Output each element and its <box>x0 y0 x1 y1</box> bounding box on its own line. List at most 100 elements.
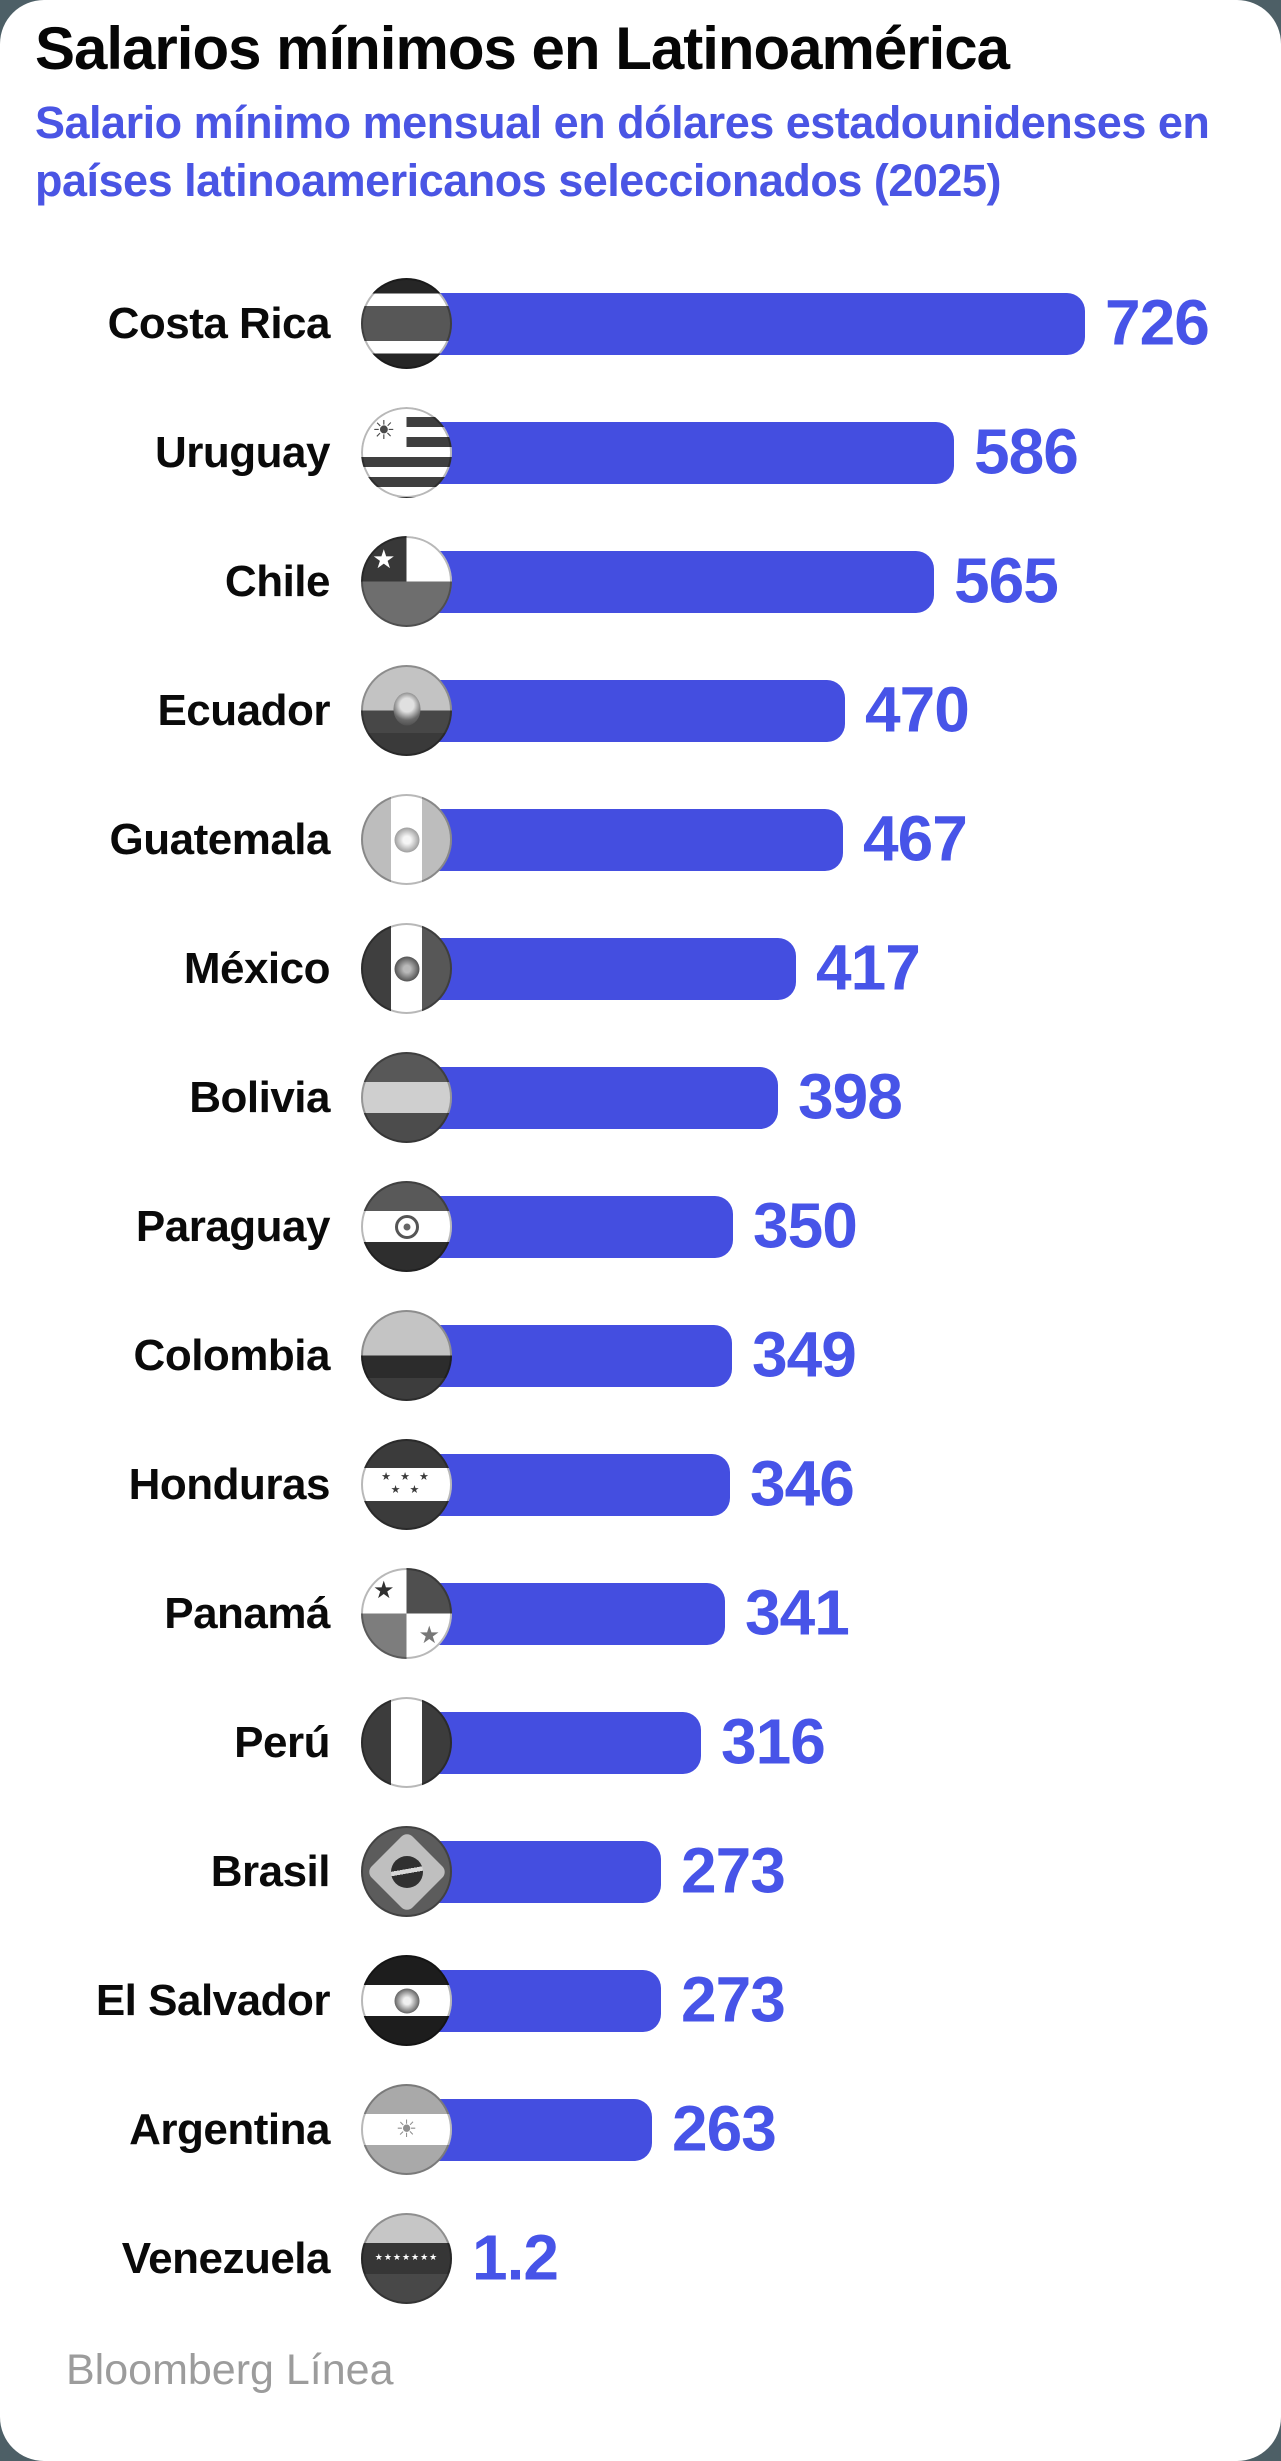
chart-row: Paraguay 350 <box>0 1181 1281 1272</box>
flag-icon-uruguay <box>361 407 452 498</box>
flag-icon-venezuela <box>361 2213 452 2304</box>
flag-icon-argentina <box>361 2084 452 2175</box>
value-label: 1.2 <box>472 2221 559 2294</box>
bar-track: 346 <box>406 1447 1281 1519</box>
flag-icon-brasil <box>361 1826 452 1917</box>
value-label: 350 <box>753 1189 858 1262</box>
value-bar-panama <box>406 1582 725 1645</box>
value-bar-ecuador <box>406 679 845 742</box>
flag-icon-ecuador <box>361 665 452 756</box>
chart-row: Brasil 273 <box>0 1826 1281 1917</box>
value-bar-uruguay <box>406 421 954 484</box>
flag-icon-bolivia <box>361 1052 452 1143</box>
chart-row: Honduras 346 <box>0 1439 1281 1530</box>
chart-row: Chile 565 <box>0 536 1281 627</box>
country-label: Costa Rica <box>107 298 331 348</box>
value-label: 470 <box>865 673 970 746</box>
chart-row: Ecuador 470 <box>0 665 1281 756</box>
flag-icon-paraguay <box>361 1181 452 1272</box>
value-label: 346 <box>750 1447 855 1520</box>
bar-track: 565 <box>406 544 1281 616</box>
value-bar-chile <box>406 550 934 613</box>
flag-icon-costa-rica <box>361 278 452 369</box>
bar-track: 341 <box>406 1576 1281 1648</box>
value-bar-mexico <box>406 937 796 1000</box>
chart-row: Guatemala 467 <box>0 794 1281 885</box>
bar-track: 349 <box>406 1318 1281 1390</box>
country-label: Chile <box>224 556 331 606</box>
country-label: Paraguay <box>135 1201 331 1251</box>
bar-track: 1.2 <box>406 2221 1281 2293</box>
value-label: 398 <box>798 1060 903 1133</box>
value-bar-bolivia <box>406 1066 778 1129</box>
bar-track: 398 <box>406 1060 1281 1132</box>
country-label: Perú <box>234 1717 330 1767</box>
chart-row: Costa Rica 726 <box>0 278 1281 369</box>
chart-row: Argentina 263 <box>0 2084 1281 2175</box>
value-bar-honduras <box>406 1453 730 1516</box>
value-label: 726 <box>1105 286 1210 359</box>
chart-subtitle: Salario mínimo mensual en dólares estado… <box>35 94 1210 210</box>
chart-row: El Salvador 273 <box>0 1955 1281 2046</box>
value-label: 273 <box>681 1963 786 2036</box>
country-label: Uruguay <box>155 427 330 477</box>
chart-row: Colombia 349 <box>0 1310 1281 1401</box>
value-bar-costa-rica <box>406 292 1085 355</box>
country-label: México <box>183 943 331 993</box>
bar-track: 586 <box>406 415 1281 487</box>
bar-track: 417 <box>406 931 1281 1003</box>
flag-icon-mexico <box>361 923 452 1014</box>
value-label: 565 <box>954 544 1059 617</box>
chart-row: México 417 <box>0 923 1281 1014</box>
country-label: Guatemala <box>109 814 331 864</box>
value-label: 263 <box>672 2092 777 2165</box>
bar-track: 467 <box>406 802 1281 874</box>
bar-track: 273 <box>406 1834 1281 1906</box>
value-label: 273 <box>681 1834 786 1907</box>
value-bar-colombia <box>406 1324 732 1387</box>
value-label: 316 <box>721 1705 826 1778</box>
country-label: Bolivia <box>189 1072 330 1122</box>
country-label: Ecuador <box>157 685 330 735</box>
value-bar-paraguay <box>406 1195 733 1258</box>
value-label: 341 <box>745 1576 850 1649</box>
flag-icon-panama <box>361 1568 452 1659</box>
value-label: 417 <box>816 931 921 1004</box>
value-label: 349 <box>752 1318 857 1391</box>
bar-chart: Costa Rica 726 Uruguay 586 Chile 565 Ecuador 47… <box>0 278 1281 2304</box>
bar-track: 470 <box>406 673 1281 745</box>
value-label: 467 <box>863 802 968 875</box>
flag-icon-peru <box>361 1697 452 1788</box>
chart-subtitle-line-1: Salario mínimo mensual en dólares estado… <box>35 97 1210 148</box>
flag-icon-colombia <box>361 1310 452 1401</box>
chart-row: Uruguay 586 <box>0 407 1281 498</box>
country-label: Colombia <box>133 1330 331 1380</box>
source-credit: Bloomberg Línea <box>66 2346 394 2394</box>
country-label: El Salvador <box>95 1975 331 2025</box>
bar-track: 726 <box>406 286 1281 358</box>
chart-row: Perú 316 <box>0 1697 1281 1788</box>
value-bar-peru <box>406 1711 701 1774</box>
bar-track: 273 <box>406 1963 1281 2035</box>
country-label: Brasil <box>210 1846 331 1896</box>
chart-subtitle-line-2: países latinoamericanos seleccionados (2… <box>35 155 1001 206</box>
country-label: Honduras <box>128 1459 331 1509</box>
chart-row: Bolivia 398 <box>0 1052 1281 1143</box>
value-bar-guatemala <box>406 808 843 871</box>
country-label: Argentina <box>129 2104 330 2154</box>
bar-track: 350 <box>406 1189 1281 1261</box>
flag-icon-el-salvador <box>361 1955 452 2046</box>
chart-title: Salarios mínimos en Latinoamérica <box>35 15 1010 82</box>
flag-icon-chile <box>361 536 452 627</box>
chart-row: Venezuela 1.2 <box>0 2213 1281 2304</box>
flag-icon-honduras <box>361 1439 452 1530</box>
value-label: 586 <box>974 415 1079 488</box>
country-label: Venezuela <box>121 2233 331 2283</box>
country-label: Panamá <box>164 1588 330 1638</box>
bar-track: 316 <box>406 1705 1281 1777</box>
flag-icon-guatemala <box>361 794 452 885</box>
chart-row: Panamá 341 <box>0 1568 1281 1659</box>
bar-track: 263 <box>406 2092 1281 2164</box>
